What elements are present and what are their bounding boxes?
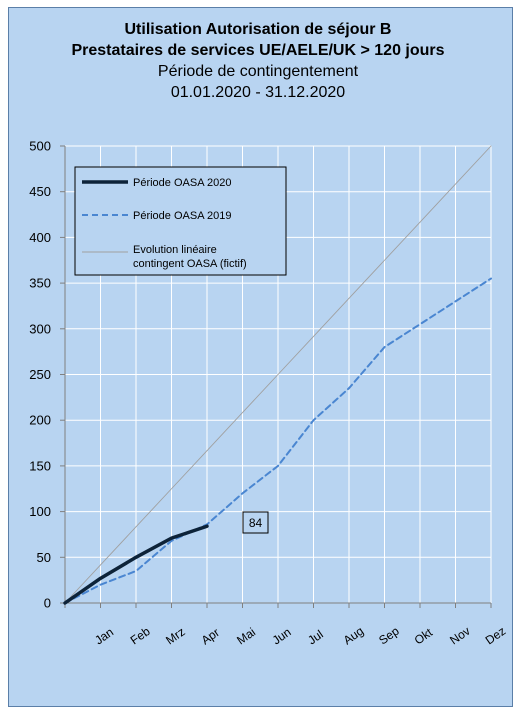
legend-label: Période OASA 2019: [133, 210, 231, 222]
xtick-label: Jul: [305, 627, 326, 647]
ytick-label: 50: [37, 550, 51, 565]
xtick-label: Dez: [483, 624, 509, 648]
series-lines: [63, 145, 492, 605]
ytick-label: 500: [29, 139, 51, 154]
chart-title-line-2: Prestataires de services UE/AELE/UK > 12…: [71, 42, 445, 59]
ytick-label: 450: [29, 184, 51, 199]
xtick-label: Okt: [412, 625, 436, 648]
axes: [60, 145, 492, 608]
chart-subtitle-line-2: 01.01.2020 - 31.12.2020: [170, 84, 346, 101]
xtick-label: Nov: [447, 624, 473, 648]
chart-title-block: Utilisation Autorisation de séjour B Pre…: [0, 19, 516, 103]
xtick-label: Aug: [341, 624, 367, 648]
ytick-label: 400: [29, 230, 51, 245]
legend: Période OASA 2020 Période OASA 2019 Evolut…: [74, 166, 287, 276]
chart-area: [8, 7, 513, 707]
legend-box: [74, 166, 287, 276]
series-line-0: [63, 524, 209, 605]
ytick-label: 250: [29, 367, 51, 382]
chart-title-line-1: Utilisation Autorisation de séjour B: [124, 21, 392, 38]
series-line-2: [64, 145, 492, 604]
ytick-label: 100: [29, 504, 51, 519]
xtick-label: Apr: [199, 625, 222, 647]
legend-label: Evolution linéaire contingent OASA (ficti…: [133, 244, 247, 270]
ytick-label: 200: [29, 413, 51, 428]
xtick-label: Mrz: [163, 625, 187, 648]
data-label: 84: [249, 516, 263, 530]
xtick-label: Feb: [128, 624, 153, 648]
xtick-label: Mai: [234, 625, 258, 648]
xtick-label: Sep: [376, 624, 402, 648]
series-line-1: [64, 277, 492, 604]
ytick-label: 300: [29, 321, 51, 336]
legend-label: Période OASA 2020: [133, 177, 231, 189]
xtick-label: Jun: [270, 625, 294, 648]
ytick-label: 350: [29, 276, 51, 291]
data-label-box: [242, 511, 269, 534]
annotations: 84: [242, 511, 269, 534]
xtick-label: Jan: [92, 625, 116, 648]
chart-subtitle-line-1: Période de contingentement: [157, 63, 359, 80]
ytick-label: 150: [29, 458, 51, 473]
ytick-label: 0: [44, 596, 51, 611]
